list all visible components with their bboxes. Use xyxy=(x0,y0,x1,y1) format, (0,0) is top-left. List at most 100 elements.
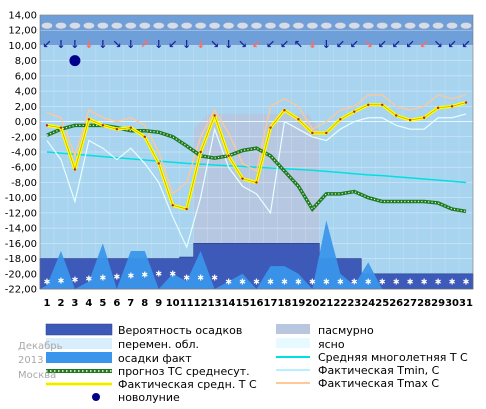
y-tick-label: -4,00 xyxy=(11,148,37,159)
actual-point xyxy=(408,118,412,122)
actual-point xyxy=(45,124,49,127)
legend-precip-fact: осадки факт xyxy=(118,352,192,365)
actual-point xyxy=(199,150,202,154)
legend-swatch-variable xyxy=(46,338,112,349)
wind-arrow-icon: ↙ xyxy=(406,38,415,51)
cloud-icon xyxy=(418,22,430,30)
actual-point xyxy=(297,118,300,121)
actual-point xyxy=(353,110,356,113)
y-tick-label: -6,00 xyxy=(11,163,37,174)
x-tick-label: 30 xyxy=(445,298,459,309)
actual-point xyxy=(129,126,132,129)
legend-climate: Средняя многолетняя Т С xyxy=(318,351,468,364)
snow-marker: ✱ xyxy=(211,274,218,283)
legend-newmoon: новолуние xyxy=(118,391,180,404)
snow-marker: ✱ xyxy=(323,277,330,286)
newmoon-marker xyxy=(69,55,81,67)
wind-arrow-icon: ↓ xyxy=(98,38,107,51)
actual-point xyxy=(325,131,328,135)
y-tick-label: -12,00 xyxy=(5,208,37,219)
actual-point xyxy=(255,181,258,184)
legend-actual: Фактическая средн. Т С xyxy=(118,378,257,391)
cloud-icon xyxy=(446,22,458,30)
y-tick-label: -8,00 xyxy=(11,178,37,189)
y-tick-label: -22,00 xyxy=(5,285,37,296)
legend-overcast: пасмурно xyxy=(318,324,374,337)
snow-marker: ✱ xyxy=(239,277,246,286)
wind-arrow-icon: ↙ xyxy=(392,38,401,51)
wind-arrow-icon: ↙ xyxy=(280,38,289,51)
wind-arrow-icon: ↘ xyxy=(238,38,247,51)
legend-tmax: Фактическая Tmax С xyxy=(318,377,439,390)
wind-arrow-icon: ↙ xyxy=(266,38,275,51)
snow-marker: ✱ xyxy=(281,277,288,286)
wind-arrow-icon: ↙ xyxy=(336,38,345,51)
wind-arrow-icon: ↓ xyxy=(126,38,135,51)
cloud-icon xyxy=(432,22,444,30)
x-tick-label: 9 xyxy=(155,298,162,309)
x-tick-label: 13 xyxy=(208,298,222,309)
actual-point xyxy=(157,162,160,165)
x-tick-label: 23 xyxy=(347,298,361,309)
snow-marker: ✱ xyxy=(100,273,107,282)
snow-marker: ✱ xyxy=(463,277,470,286)
actual-point xyxy=(269,126,272,129)
x-tick-label: 11 xyxy=(180,298,194,309)
cloud-icon xyxy=(264,22,277,30)
cloud-icon xyxy=(404,22,416,30)
actual-point xyxy=(59,126,63,129)
actual-point xyxy=(115,127,119,131)
actual-point xyxy=(381,103,384,107)
cloud-icon xyxy=(292,22,305,30)
snow-marker: ✱ xyxy=(44,277,51,286)
cloud-icon xyxy=(125,22,137,30)
legend-variable: перемен. обл. xyxy=(118,338,199,351)
cloud-icon xyxy=(111,22,123,30)
x-tick-label: 20 xyxy=(305,298,319,309)
actual-point xyxy=(464,101,468,104)
wind-arrow-icon: ↘ xyxy=(433,38,442,51)
actual-point xyxy=(367,103,370,107)
snow-marker: ✱ xyxy=(141,270,148,279)
x-tick-label: 6 xyxy=(113,298,120,309)
wind-arrow-icon: ↘ xyxy=(364,38,373,51)
snow-marker: ✱ xyxy=(337,277,344,286)
cloud-icon xyxy=(250,22,263,30)
y-tick-label: 4,00 xyxy=(15,87,37,98)
x-tick-label: 21 xyxy=(319,298,333,309)
cloud-icon xyxy=(348,22,361,30)
series-tmin-line xyxy=(46,113,467,249)
series-tmax-line xyxy=(46,94,467,195)
y-tick-label: -10,00 xyxy=(5,193,37,204)
x-tick-label: 3 xyxy=(71,298,78,309)
cloud-icon xyxy=(208,22,221,30)
x-tick-label: 2 xyxy=(57,298,64,309)
snow-marker: ✱ xyxy=(421,277,428,286)
cloud-icon xyxy=(278,22,291,30)
x-tick-label: 29 xyxy=(431,298,445,309)
cloud-icon xyxy=(460,22,472,30)
snow-marker: ✱ xyxy=(365,277,372,286)
snow-marker: ✱ xyxy=(225,277,232,286)
snow-marker: ✱ xyxy=(183,274,190,283)
cloud-icon xyxy=(390,22,402,30)
series-climate-line xyxy=(46,151,467,184)
cloud-icon xyxy=(152,22,165,30)
cloud-icon xyxy=(334,22,347,30)
snow-marker: ✱ xyxy=(379,277,386,286)
meta-city: Москва xyxy=(18,370,56,381)
actual-point xyxy=(422,116,426,119)
wind-arrow-icon: ↙ xyxy=(168,38,177,51)
wind-arrow-icon: ↙ xyxy=(378,38,387,51)
cloud-icon xyxy=(320,22,333,30)
plot-area: ✱ ✱ ✱ ✱ ✱ ✱ ✱ ✱ ✱ ✱ ✱ ✱ ✱ ✱ ✱ ✱ ✱ ✱ ✱ ✱ ✱ ✱ ✱ ✱ ✱ ✱ ✱ ✱ ✱ ✱ ✱ ↙ ↓ ↓ ↓ ↓ ↘ ↓ ↗ ↓… xyxy=(39,14,474,290)
wind-arrow-icon: ↓ xyxy=(154,38,163,51)
cloud-icon xyxy=(41,22,53,30)
cloud-icon xyxy=(180,22,193,30)
y-tick-label: -18,00 xyxy=(5,254,37,265)
x-tick-label: 22 xyxy=(333,298,347,309)
actual-point xyxy=(143,135,146,138)
snow-marker: ✱ xyxy=(113,272,120,281)
x-tick-label: 27 xyxy=(403,298,417,309)
x-tick-label: 18 xyxy=(277,298,291,309)
